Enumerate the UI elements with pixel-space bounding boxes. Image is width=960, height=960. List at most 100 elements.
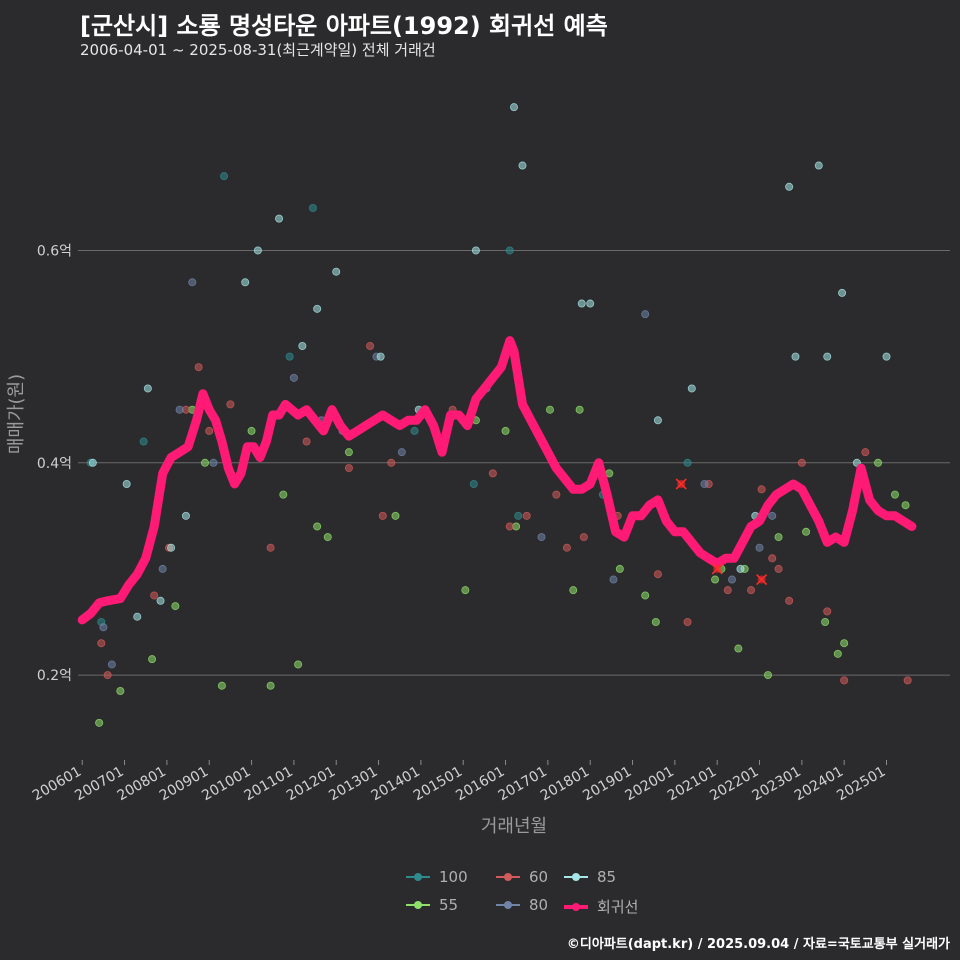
data-point-80: [700, 479, 709, 488]
highlight-marker: [756, 573, 768, 586]
source-caption: ©디아파트(dapt.kr) / 2025.09.04 / 자료=국토교통부 실…: [566, 937, 950, 952]
data-point-100: [139, 437, 148, 446]
data-point-80: [209, 458, 218, 467]
data-point-85: [122, 479, 131, 488]
data-point-100: [220, 172, 229, 181]
data-point-60: [747, 586, 756, 595]
data-point-55: [247, 426, 256, 435]
data-point-60: [226, 400, 235, 409]
data-point-55: [774, 533, 783, 542]
legend-key-regression: [563, 901, 589, 913]
data-point-85: [275, 214, 284, 223]
data-point-85: [882, 352, 891, 361]
data-point-55: [266, 681, 275, 690]
data-point-85: [241, 278, 250, 287]
data-point-100: [505, 246, 514, 255]
data-point-60: [562, 543, 571, 552]
data-point-100: [514, 511, 523, 520]
data-point-60: [194, 363, 203, 372]
data-point-55: [313, 522, 322, 531]
data-point-55: [641, 591, 650, 600]
data-point-60: [723, 586, 732, 595]
data-point-85: [785, 182, 794, 191]
regression-line: [77, 336, 917, 625]
data-point-60: [768, 554, 777, 563]
data-point-80: [158, 564, 167, 573]
highlight-marker: [675, 478, 687, 490]
legend-label-85: 85: [597, 868, 617, 886]
data-point-60: [861, 448, 870, 457]
legend-key-55: [405, 899, 431, 911]
data-point-85: [181, 511, 190, 520]
legend-key-80: [495, 899, 521, 911]
data-point-80: [175, 405, 184, 414]
data-point-85: [586, 299, 595, 308]
data-point-100: [285, 352, 294, 361]
data-point-85: [253, 246, 262, 255]
data-point-80: [397, 448, 406, 457]
legend-label-80: 80: [529, 896, 549, 914]
y-tick-labels: 0.2억 0.4억 0.6억: [37, 243, 72, 684]
data-point-60: [150, 591, 159, 600]
data-point-55: [840, 639, 849, 648]
data-point-80: [99, 623, 108, 632]
data-point-60: [366, 341, 375, 350]
data-point-60: [774, 564, 783, 573]
data-point-55: [651, 618, 660, 627]
y-tick-label: 0.4억: [37, 456, 72, 472]
legend-key-60: [495, 871, 521, 883]
data-point-85: [167, 543, 176, 552]
legend-key-100: [405, 871, 431, 883]
data-point-55: [461, 586, 470, 595]
data-point-85: [736, 564, 745, 573]
legend-label-55: 55: [439, 896, 459, 914]
highlight-markers: [675, 478, 768, 586]
data-point-85: [471, 246, 480, 255]
data-point-55: [890, 490, 899, 499]
legend-label-60: 60: [529, 868, 549, 886]
data-point-55: [116, 687, 125, 696]
data-point-100: [469, 479, 478, 488]
legend-label-100: 100: [439, 868, 468, 886]
data-point-85: [313, 304, 322, 313]
data-point-60: [522, 511, 531, 520]
data-point-60: [552, 490, 561, 499]
data-point-60: [579, 533, 588, 542]
data-point-60: [344, 464, 353, 473]
data-point-55: [95, 718, 104, 727]
data-point-60: [757, 485, 766, 494]
legend-label-regression: 회귀선: [597, 898, 639, 916]
data-point-55: [901, 501, 910, 510]
data-point-55: [833, 649, 842, 658]
data-point-55: [821, 618, 830, 627]
x-tick-labels: 2006012007012008012009012010012011012012…: [30, 760, 889, 804]
data-point-60: [97, 639, 106, 648]
data-point-85: [509, 103, 518, 112]
highlight-cross: [756, 573, 768, 586]
data-point-60: [103, 671, 112, 680]
data-point-100: [683, 458, 692, 467]
data-point-55: [575, 405, 584, 414]
data-point-60: [823, 607, 832, 616]
data-point-55: [545, 405, 554, 414]
data-point-85: [838, 288, 847, 297]
legend-item-85: 85: [563, 868, 616, 886]
data-point-85: [133, 612, 142, 621]
data-point-85: [88, 458, 97, 467]
data-point-80: [641, 310, 650, 319]
data-point-55: [294, 660, 303, 669]
data-point-55: [217, 681, 226, 690]
data-point-85: [577, 299, 586, 308]
data-point-60: [785, 596, 794, 605]
regression-line-group: [77, 336, 917, 625]
x-axis-title: 거래년월: [481, 816, 547, 837]
x-tick-label: 202501: [834, 764, 888, 805]
data-point-85: [653, 416, 662, 425]
data-point-80: [728, 575, 737, 584]
highlight-marker: [711, 563, 723, 575]
data-point-55: [874, 458, 883, 467]
data-point-60: [302, 437, 311, 446]
data-point-85: [823, 352, 832, 361]
data-point-80: [537, 533, 546, 542]
data-point-85: [376, 352, 385, 361]
